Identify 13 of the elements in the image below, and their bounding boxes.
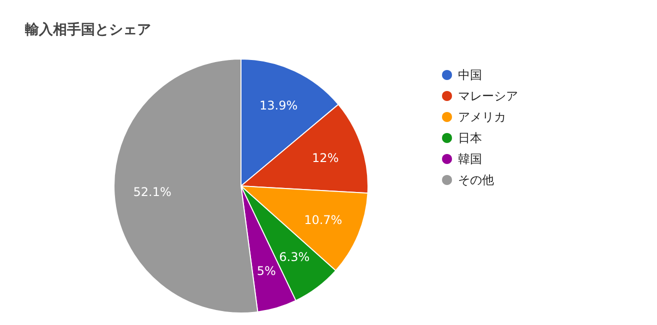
legend-label: 中国 xyxy=(458,68,482,82)
legend-label: マレーシア xyxy=(458,89,518,103)
data-label: 6.3% xyxy=(279,250,310,264)
legend-label: その他 xyxy=(458,173,494,187)
chart-title: 輸入相手国とシェア xyxy=(24,21,151,38)
data-label: 52.1% xyxy=(133,184,172,199)
data-label: 5% xyxy=(256,264,276,278)
data-label: 13.9% xyxy=(260,98,298,112)
data-label: 10.7% xyxy=(304,213,342,228)
data-label: 12% xyxy=(312,151,339,165)
legend-label: 日本 xyxy=(458,131,482,145)
legend-label: アメリカ xyxy=(458,110,506,124)
legend-label: 韓国 xyxy=(458,152,482,166)
